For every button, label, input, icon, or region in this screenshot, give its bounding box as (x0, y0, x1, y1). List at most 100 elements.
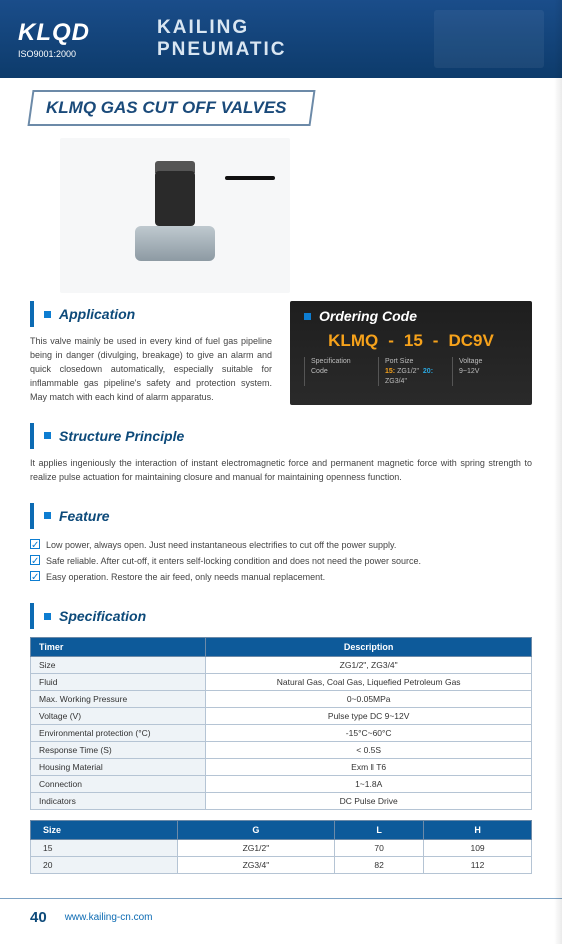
page-shadow (554, 0, 562, 944)
feature-title: Feature (59, 508, 110, 524)
feature-item: Safe reliable. After cut-off, it enters … (30, 553, 532, 569)
size-th: L (335, 821, 424, 840)
size-cell: 82 (335, 857, 424, 874)
logo-badge: KLQD ISO9001:2000 (18, 12, 143, 67)
application-text: This valve mainly be used in every kind … (30, 335, 272, 405)
spec-th-desc: Description (206, 638, 532, 657)
bullet-icon (44, 311, 51, 318)
spec-cell-label: Environmental protection (°C) (31, 725, 206, 742)
feature-list: Low power, always open. Just need instan… (30, 537, 532, 586)
page-number: 40 (30, 909, 47, 926)
spec-cell-label: Fluid (31, 674, 206, 691)
bullet-icon (44, 613, 51, 620)
spec-cell-label: Indicators (31, 793, 206, 810)
size-cell: 109 (424, 840, 532, 857)
spec-row: Housing MaterialExm ‖ T6 (31, 759, 532, 776)
check-icon (30, 539, 40, 549)
spec-cell-value: Exm ‖ T6 (206, 759, 532, 776)
ordering-col-voltage: Voltage 9~12V (452, 357, 518, 386)
valve-illustration (105, 171, 245, 261)
size-row: 20ZG3/4"82112 (31, 857, 532, 874)
spec-cell-label: Housing Material (31, 759, 206, 776)
spec-row: Max. Working Pressure0~0.05MPa (31, 691, 532, 708)
spec-title: Specification (59, 608, 146, 624)
spec-cell-label: Max. Working Pressure (31, 691, 206, 708)
feature-item: Low power, always open. Just need instan… (30, 537, 532, 553)
structure-title: Structure Principle (59, 428, 184, 444)
feature-section: Feature Low power, always open. Just nee… (30, 503, 532, 586)
footer: 40 www.kailing-cn.com (0, 898, 562, 944)
code-dash: - (433, 331, 439, 351)
ordering-body: KLMQ - 15 - DC9V Specification Code Port… (290, 331, 532, 386)
ordering-header: Ordering Code (290, 301, 532, 331)
spec-cell-value: 0~0.05MPa (206, 691, 532, 708)
ordering-title: Ordering Code (319, 308, 417, 324)
structure-header: Structure Principle (30, 423, 532, 449)
spec-cell-value: ZG1/2", ZG3/4" (206, 657, 532, 674)
structure-section: Structure Principle It applies ingenious… (30, 423, 532, 485)
application-header: Application (30, 301, 272, 327)
spec-cell-label: Voltage (V) (31, 708, 206, 725)
spec-cell-value: Natural Gas, Coal Gas, Liquefied Petrole… (206, 674, 532, 691)
content: KLMQ GAS CUT OFF VALVES Application This… (0, 78, 562, 874)
page-title-box: KLMQ GAS CUT OFF VALVES (27, 90, 315, 126)
check-icon (30, 555, 40, 565)
banner-line1: KAILING (157, 17, 287, 39)
spec-header: Specification (30, 603, 532, 629)
footer-url: www.kailing-cn.com (65, 912, 153, 923)
size-cell: 15 (31, 840, 178, 857)
feature-item: Easy operation. Restore the air feed, on… (30, 569, 532, 585)
spec-cell-value: Pulse type DC 9~12V (206, 708, 532, 725)
bullet-icon (44, 512, 51, 519)
spec-cell-value: DC Pulse Drive (206, 793, 532, 810)
spec-cell-label: Connection (31, 776, 206, 793)
size-table: SizeGLH 15ZG1/2"7010920ZG3/4"82112 (30, 820, 532, 874)
size-cell: 70 (335, 840, 424, 857)
product-image (60, 138, 290, 293)
size-cell: 112 (424, 857, 532, 874)
size-th: Size (31, 821, 178, 840)
spec-row: Voltage (V)Pulse type DC 9~12V (31, 708, 532, 725)
spec-cell-label: Response Time (S) (31, 742, 206, 759)
code-dash: - (388, 331, 394, 351)
size-cell: 20 (31, 857, 178, 874)
banner: KLQD ISO9001:2000 KAILING PNEUMATIC (0, 0, 562, 78)
code-part-2: 15 (404, 331, 423, 351)
banner-hero-image (434, 10, 544, 68)
ordering-col-port: Port Size 15: ZG1/2" 20: ZG3/4" (378, 357, 444, 386)
bullet-icon (304, 313, 311, 320)
spec-row: SizeZG1/2", ZG3/4" (31, 657, 532, 674)
size-th: H (424, 821, 532, 840)
spec-row: Response Time (S)< 0.5S (31, 742, 532, 759)
spec-row: Environmental protection (°C)-15°C~60°C (31, 725, 532, 742)
spec-cell-label: Size (31, 657, 206, 674)
ordering-columns: Specification Code Port Size 15: ZG1/2" … (304, 357, 518, 386)
code-part-1: KLMQ (328, 331, 378, 351)
ordering-code-row: KLMQ - 15 - DC9V (304, 331, 518, 351)
spec-row: Connection1~1.8A (31, 776, 532, 793)
size-cell: ZG1/2" (177, 840, 334, 857)
spec-cell-value: < 0.5S (206, 742, 532, 759)
spec-table: Timer Description SizeZG1/2", ZG3/4"Flui… (30, 637, 532, 810)
size-row: 15ZG1/2"70109 (31, 840, 532, 857)
spec-th-timer: Timer (31, 638, 206, 657)
spec-cell-value: 1~1.8A (206, 776, 532, 793)
check-icon (30, 571, 40, 581)
spec-row: IndicatorsDC Pulse Drive (31, 793, 532, 810)
iso-text: ISO9001:2000 (18, 49, 143, 59)
ordering-section: Ordering Code KLMQ - 15 - DC9V Specifica… (290, 301, 532, 405)
banner-line2: PNEUMATIC (157, 39, 287, 61)
logo-text: KLQD (18, 19, 143, 47)
app-ordering-row: Application This valve mainly be used in… (30, 301, 532, 405)
feature-header: Feature (30, 503, 532, 529)
page: KLQD ISO9001:2000 KAILING PNEUMATIC KLMQ… (0, 0, 562, 944)
spec-cell-value: -15°C~60°C (206, 725, 532, 742)
spec-section: Specification Timer Description SizeZG1/… (30, 603, 532, 874)
code-part-3: DC9V (448, 331, 493, 351)
size-th: G (177, 821, 334, 840)
size-cell: ZG3/4" (177, 857, 334, 874)
ordering-col-spec: Specification Code (304, 357, 370, 386)
bullet-icon (44, 432, 51, 439)
application-section: Application This valve mainly be used in… (30, 301, 272, 405)
banner-title: KAILING PNEUMATIC (157, 17, 287, 61)
